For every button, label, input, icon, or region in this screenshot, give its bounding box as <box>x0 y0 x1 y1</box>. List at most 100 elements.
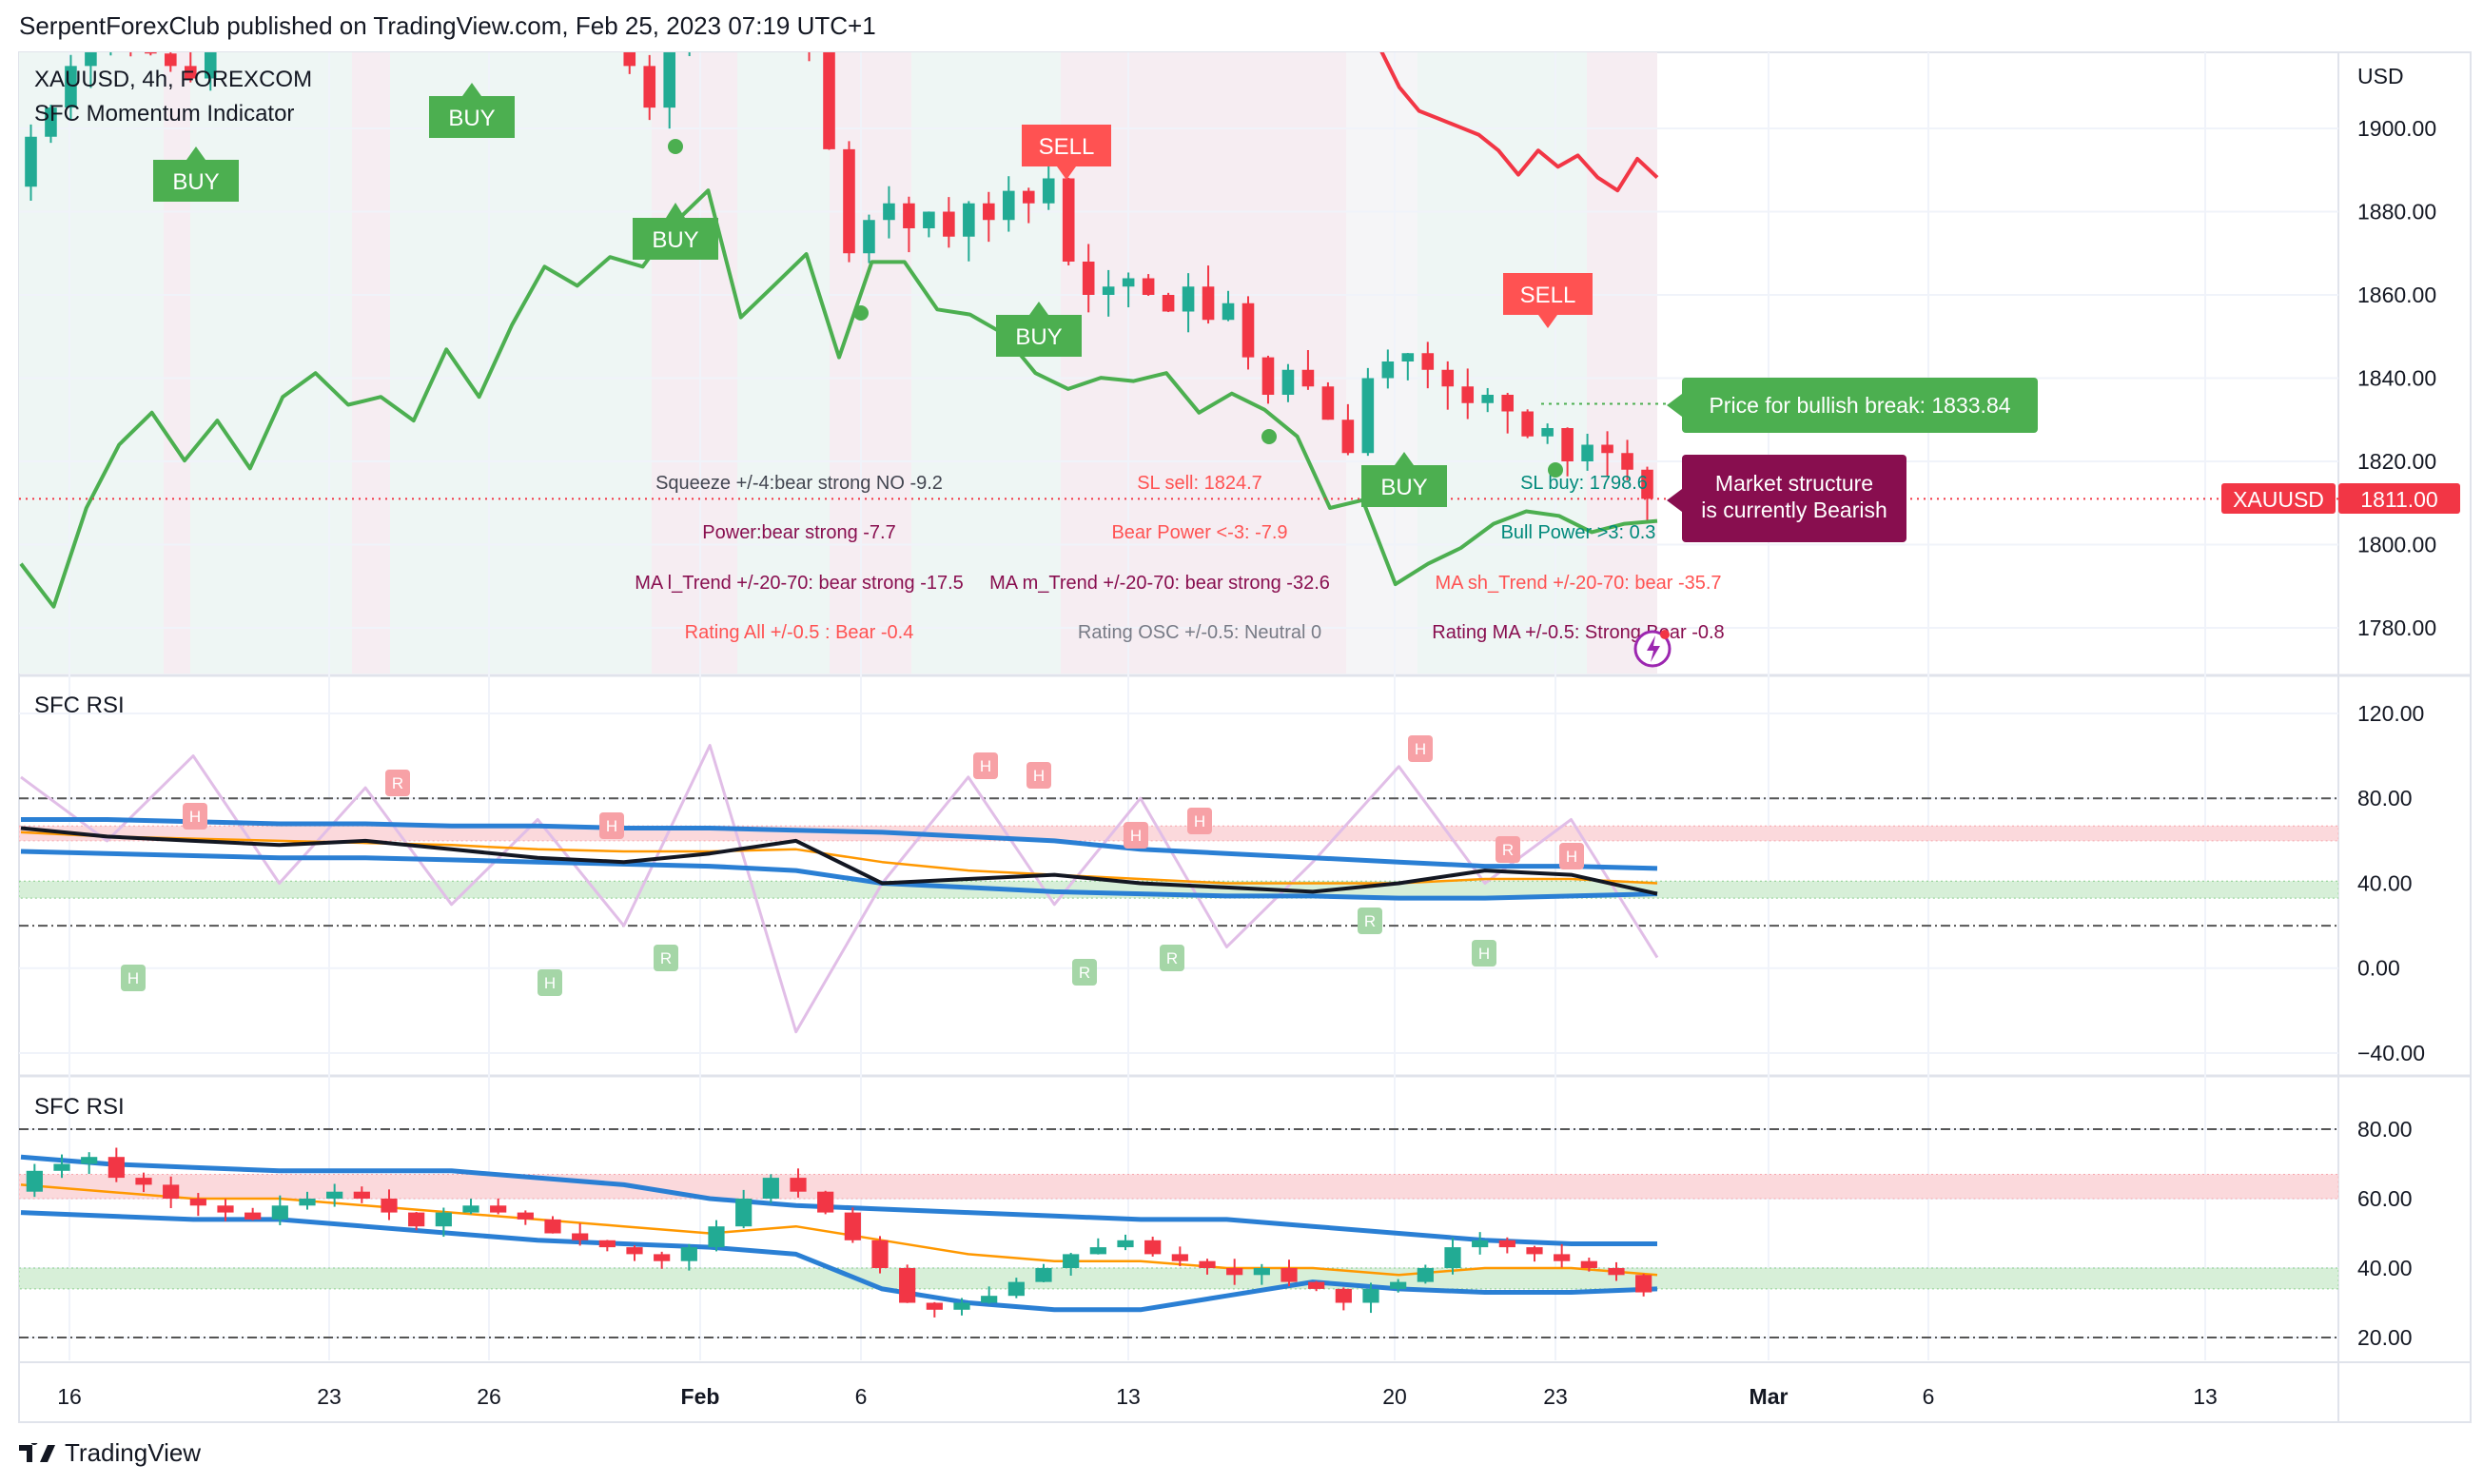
rsi-candle <box>598 1240 616 1252</box>
ma-sh-trend-text: MA sh_Trend +/-20-70: bear -35.7 <box>1435 573 1721 594</box>
candle-body <box>304 0 317 12</box>
buy-signal[interactable]: BUY <box>153 146 239 202</box>
rsi-candle-body <box>1281 1268 1298 1282</box>
rsi-candle-body <box>1608 1268 1625 1276</box>
rsi-candle <box>1199 1259 1216 1275</box>
candle-body <box>1242 303 1255 358</box>
price-pane[interactable] <box>19 0 2338 609</box>
bearish-zone <box>164 52 190 674</box>
candle-body <box>743 0 755 4</box>
rsi-pane-1[interactable]: H R H H H H H H R H H H R R R R H <box>19 735 2338 1034</box>
rsi-candle <box>408 1212 425 1231</box>
date-tick-label: 26 <box>477 1384 501 1409</box>
candle-body <box>145 52 157 54</box>
svg-text:SELL: SELL <box>1039 134 1095 160</box>
logo-text: TradingView <box>65 1438 202 1467</box>
candle-body <box>1521 411 1534 437</box>
rsi-candle <box>1335 1287 1352 1311</box>
time-axis[interactable]: 16 23 26 Feb 6 13 20 23 Mar 6 13 <box>57 1384 2218 1409</box>
price-axis[interactable]: 1900.00 1880.00 1860.00 1840.00 1820.00 1800.… <box>2357 116 2436 640</box>
tradingview-logo[interactable]: TradingView <box>19 1438 201 1468</box>
rating-osc-text: Rating OSC +/-0.5: Neutral 0 <box>1078 622 1321 643</box>
date-tick-label: 6 <box>855 1384 868 1409</box>
lightning-alert-icon[interactable] <box>1633 630 1672 668</box>
candle <box>883 186 895 239</box>
candle-body <box>1361 378 1375 454</box>
rsi-candle <box>899 1264 916 1303</box>
buy-signal[interactable]: BUY <box>429 83 515 138</box>
rsi2-axis[interactable]: 80.00 60.00 40.00 20.00 <box>2357 1117 2413 1350</box>
sell-signal[interactable]: SELL <box>1022 125 1111 180</box>
candle-body <box>504 0 517 4</box>
price-tick-label: 1900.00 <box>2357 116 2436 141</box>
candle-body <box>1601 444 1613 454</box>
divergence-label: H <box>183 803 207 830</box>
candle-body <box>1541 428 1554 437</box>
candle-body <box>1621 453 1633 470</box>
divergence-label-bg <box>654 945 678 971</box>
price-tick-label: 1800.00 <box>2357 533 2436 557</box>
rsi-candle-body <box>817 1191 834 1213</box>
symbol-legend[interactable]: XAUUSD, 4h, FOREXCOM <box>34 67 313 92</box>
candle-body <box>1421 353 1435 370</box>
buy-signal[interactable]: BUY <box>996 302 1082 357</box>
last-price-value: 1811.00 <box>2360 487 2437 512</box>
orange-ma <box>20 1183 1658 1277</box>
candle-body <box>1042 178 1055 204</box>
rsi2-tick-label: 40.00 <box>2357 1256 2413 1280</box>
date-tick-label: 16 <box>57 1384 82 1409</box>
candle-body <box>803 25 815 46</box>
candle <box>1022 187 1035 224</box>
candle <box>504 0 517 13</box>
buy-signal[interactable]: BUY <box>633 203 718 260</box>
rsi-candle <box>353 1186 370 1203</box>
candle-body <box>165 53 177 67</box>
candle <box>943 197 955 248</box>
rsi-candle-body <box>1171 1254 1188 1261</box>
lower-band <box>20 1210 1658 1313</box>
divergence-label-text: H <box>544 974 556 992</box>
bull-power-text: Bull Power >3: 0.3 <box>1501 522 1656 543</box>
rsi-candle-body <box>163 1184 180 1199</box>
rsi-candle-body <box>1417 1268 1434 1282</box>
candle <box>1541 423 1554 444</box>
rsi-candle <box>1171 1246 1188 1267</box>
candle-body <box>703 0 715 4</box>
buy-signal[interactable]: BUY <box>1361 452 1447 507</box>
rsi-candle <box>189 1193 206 1217</box>
candle <box>424 0 437 4</box>
rsi1-tick-label: 80.00 <box>2357 786 2413 810</box>
rsi-candle <box>244 1207 262 1220</box>
candle-body <box>584 0 596 4</box>
divergence-label-text: H <box>1194 812 1205 830</box>
sell-signal[interactable]: SELL <box>1503 273 1593 328</box>
divergence-label-text: H <box>127 969 139 987</box>
rsi-candle <box>108 1147 125 1182</box>
candle-body <box>105 25 117 46</box>
candle <box>1581 433 1593 471</box>
indicator-legend[interactable]: SFC Momentum Indicator <box>34 101 295 127</box>
rsi-candle <box>271 1195 288 1225</box>
bullish-break-callout: Price for bullish break: 1833.84 <box>1682 378 2038 433</box>
rsi2-legend[interactable]: SFC RSI <box>34 1094 125 1120</box>
candle <box>743 0 755 23</box>
candle <box>663 52 675 129</box>
lower-band <box>20 849 1658 901</box>
candle <box>284 0 297 29</box>
rsi-candle <box>1117 1234 1134 1251</box>
candle-body <box>204 52 217 79</box>
divergence-label-bg <box>121 965 146 991</box>
rsi-pane-2[interactable] <box>19 1128 2338 1338</box>
candle-body <box>1082 262 1095 295</box>
candle-body <box>384 4 397 25</box>
rsi1-axis[interactable]: 120.00 80.00 40.00 0.00 −40.00 <box>2357 701 2425 1065</box>
divergence-label-text: H <box>980 757 991 775</box>
rsi-line <box>20 826 1658 896</box>
candle-body <box>1481 395 1494 403</box>
rsi1-legend[interactable]: SFC RSI <box>34 693 125 718</box>
candle <box>703 0 715 10</box>
rsi-candle-body <box>1526 1247 1543 1255</box>
sl-buy-text: SL buy: 1798.6 <box>1520 473 1648 494</box>
rsi-candle <box>762 1174 779 1203</box>
